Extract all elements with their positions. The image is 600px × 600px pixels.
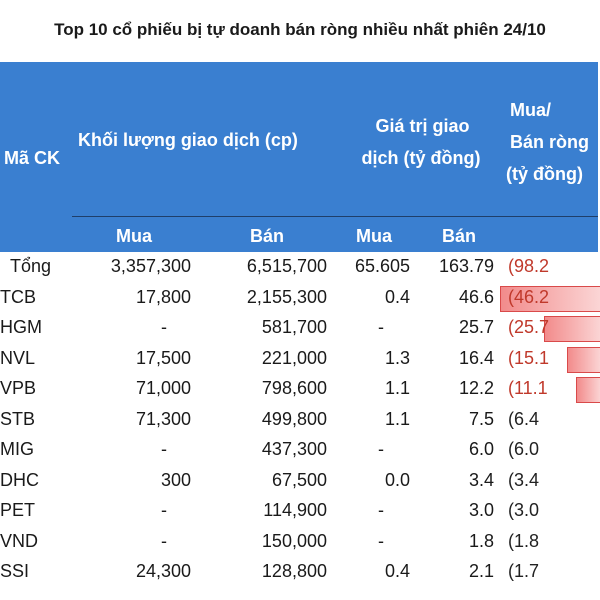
table-row: DHC 300 67,500 0.0 3.4 (3.4: [0, 466, 600, 497]
stock-code: VPB: [0, 378, 37, 398]
header-net-line1: Mua/: [510, 100, 552, 120]
sell-volume: 2,155,300: [246, 286, 327, 307]
sell-value: 6.0: [468, 439, 494, 459]
subheader-buy-value: Mua: [356, 226, 392, 246]
sell-value: 25.7: [458, 317, 494, 337]
net-value: (6.4: [508, 408, 540, 429]
buy-value: 65.605: [354, 256, 410, 276]
table-row: NVL 17,500 221,000 1.3 16.4 (15.1: [0, 344, 600, 375]
net-sell-bar: [544, 316, 600, 342]
table-row: STB 71,300 499,800 1.1 7.5 (6.4: [0, 405, 600, 436]
buy-volume: -: [161, 317, 167, 337]
header-net-line3: (tỷ đồng): [506, 164, 583, 184]
header-code: Mã CK: [4, 148, 61, 168]
stock-code: DHC: [0, 469, 39, 490]
net-value: (15.1: [508, 347, 550, 368]
table-title: Top 10 cổ phiếu bị tự doanh bán ròng nhi…: [0, 0, 600, 60]
net-value: (11.1: [508, 378, 548, 398]
header-volume: Khối lượng giao dịch (cp): [78, 130, 298, 150]
stock-code: STB: [0, 408, 36, 429]
header-divider: [72, 216, 600, 217]
table-row: TCB 17,800 2,155,300 0.4 46.6 (46.2: [0, 283, 600, 314]
buy-volume: 24,300: [135, 561, 191, 581]
subheader-sell-volume: Bán: [250, 226, 285, 246]
net-value: (1.8: [508, 530, 540, 551]
buy-value: -: [378, 530, 384, 551]
sell-volume: 798,600: [261, 378, 327, 398]
stock-code: PET: [0, 500, 36, 520]
stock-code: NVL: [0, 347, 36, 368]
buy-volume: -: [161, 530, 167, 551]
sell-volume: 581,700: [261, 317, 327, 337]
buy-value: -: [378, 439, 384, 459]
header-net-line2: Bán ròng: [510, 132, 589, 152]
buy-value: 0.4: [384, 286, 410, 307]
header-value-line1: Giá trị giao: [375, 116, 470, 136]
sell-value: 163.79: [438, 256, 494, 276]
sell-value: 2.1: [468, 561, 494, 581]
net-value: (98.2: [508, 256, 550, 276]
buy-volume: 71,000: [135, 378, 191, 398]
sell-value: 16.4: [458, 347, 494, 368]
stock-code: TCB: [0, 286, 36, 307]
table-row: VND - 150,000 - 1.8 (1.8: [0, 527, 600, 558]
table-row: PET - 114,900 - 3.0 (3.0: [0, 496, 600, 527]
net-sell-bar: [500, 285, 600, 312]
buy-volume: 3,357,300: [110, 256, 191, 276]
buy-volume: 17,800: [135, 286, 191, 307]
sell-value: 3.4: [468, 469, 494, 490]
stock-code: SSI: [0, 561, 30, 581]
table-header: Mã CK Khối lượng giao dịch (cp) Giá trị …: [0, 62, 600, 252]
buy-value: 0.4: [384, 561, 410, 581]
sell-volume: 67,500: [271, 469, 327, 490]
buy-value: 1.1: [384, 408, 410, 429]
buy-value: 1.3: [384, 347, 410, 368]
sell-value: 7.5: [468, 408, 494, 429]
buy-volume: -: [161, 500, 167, 520]
sell-value: 1.8: [468, 530, 494, 551]
sell-volume: 221,000: [261, 347, 327, 368]
buy-value: 0.0: [384, 469, 410, 490]
sell-volume: 128,800: [261, 561, 327, 581]
header-right-edge: [598, 62, 600, 252]
sell-volume: 499,800: [261, 408, 327, 429]
buy-volume: 17,500: [135, 347, 191, 368]
sell-volume: 437,300: [261, 439, 327, 459]
table-row-total: Tổng 3,357,300 6,515,700 65.605 163.79 (98.2: [0, 252, 600, 283]
table-body: Tổng 3,357,300 6,515,700 65.605 163.79 (98.2 T…: [0, 252, 600, 588]
sell-value: 12.2: [458, 378, 494, 398]
stock-code: Tổng: [10, 256, 52, 276]
net-value: (3.0: [508, 500, 540, 520]
net-sell-bar: [575, 377, 600, 403]
sell-volume: 6,515,700: [246, 256, 327, 276]
table-row: MIG - 437,300 - 6.0 (6.0: [0, 435, 600, 466]
stock-code: MIG: [0, 439, 34, 459]
table-row: SSI 24,300 128,800 0.4 2.1 (1.7: [0, 557, 600, 588]
table-row: HGM - 581,700 - 25.7 (25.7: [0, 313, 600, 344]
net-sell-bar: [567, 346, 600, 373]
stock-code: HGM: [0, 317, 42, 337]
buy-value: -: [378, 317, 384, 337]
table-row: VPB 71,000 798,600 1.1 12.2 (11.1: [0, 374, 600, 405]
buy-value: -: [378, 500, 384, 520]
sell-value: 3.0: [468, 500, 494, 520]
buy-volume: 300: [160, 469, 191, 490]
buy-value: 1.1: [384, 378, 410, 398]
net-value: (25.7: [508, 317, 550, 337]
subheader-sell-value: Bán: [442, 226, 477, 246]
sell-volume: 114,900: [263, 500, 327, 520]
header-value-line2: dịch (tỷ đồng): [361, 148, 481, 168]
buy-volume: -: [161, 439, 167, 459]
net-value: (46.2: [508, 286, 550, 307]
stock-code: VND: [0, 530, 39, 551]
net-value: (1.7: [508, 561, 540, 581]
net-value: (3.4: [508, 469, 540, 490]
buy-volume: 71,300: [135, 408, 191, 429]
net-value: (6.0: [508, 439, 540, 459]
sell-value: 46.6: [458, 286, 494, 307]
sell-volume: 150,000: [261, 530, 327, 551]
subheader-buy-volume: Mua: [116, 226, 152, 246]
